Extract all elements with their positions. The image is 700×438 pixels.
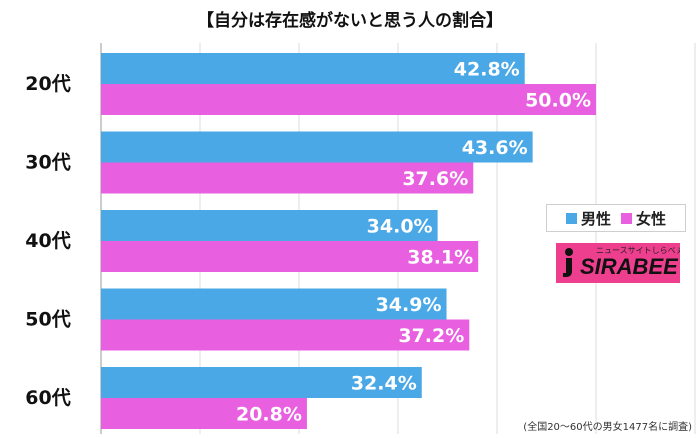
chart-title: 【自分は存在感がないと思う人の割合】 [0, 6, 700, 31]
data-label: 43.6% [462, 137, 528, 159]
legend: 男性 女性 [546, 204, 686, 232]
data-label: 37.2% [398, 325, 464, 347]
legend-item-male: 男性 [566, 208, 611, 229]
data-label: 20.8% [236, 404, 302, 426]
logo-wordmark: SIRABEE [580, 254, 678, 280]
sirabee-logo: ニュースサイトしらべぇ SIRABEE [556, 243, 680, 283]
legend-item-female: 女性 [621, 208, 666, 229]
legend-label-male: 男性 [581, 208, 611, 229]
data-label: 38.1% [407, 247, 473, 269]
data-label: 34.0% [367, 216, 433, 238]
data-label: 50.0% [525, 90, 591, 112]
data-label: 34.9% [376, 294, 442, 316]
category-label: 40代 [25, 230, 70, 252]
category-label: 20代 [25, 73, 70, 95]
legend-swatch-female [621, 213, 632, 224]
data-label: 42.8% [454, 59, 520, 81]
logo-mark-icon [560, 247, 578, 279]
bar-female [101, 84, 596, 115]
data-label: 32.4% [351, 373, 417, 395]
legend-label-female: 女性 [636, 208, 666, 229]
footnote: (全国20～60代の男女1477名に調査) [523, 418, 692, 433]
legend-swatch-male [566, 213, 577, 224]
category-label: 50代 [25, 309, 70, 331]
data-label: 37.6% [402, 168, 468, 190]
category-label: 60代 [25, 387, 70, 409]
category-label: 30代 [25, 152, 70, 174]
